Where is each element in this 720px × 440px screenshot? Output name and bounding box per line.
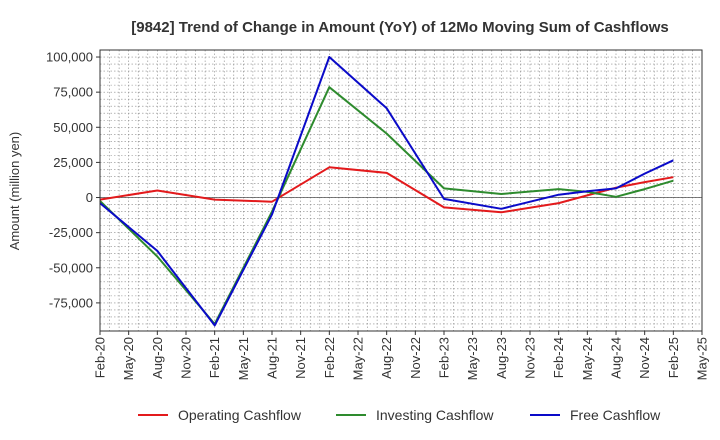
- plot-frame: [99, 49, 703, 332]
- x-tick-label: Aug-20: [150, 337, 165, 379]
- y-tick-label: -75,000: [49, 295, 93, 310]
- legend: Operating Cashflow Investing Cashflow Free…: [138, 407, 661, 423]
- y-tick-label: 25,000: [53, 155, 93, 170]
- x-tick-label: Nov-20: [179, 337, 194, 379]
- x-tick-label: Aug-21: [265, 337, 280, 379]
- x-tick-label: Feb-20: [93, 337, 108, 378]
- investing-cashflow-legend-label: Investing Cashflow: [376, 407, 494, 423]
- x-tick-label: Feb-22: [322, 337, 337, 378]
- x-tick-label: Aug-24: [609, 337, 624, 379]
- x-tick-label: Nov-21: [293, 337, 308, 379]
- x-tick-label: Nov-24: [637, 337, 652, 379]
- x-tick-label: May-24: [580, 337, 595, 380]
- x-tick-label: Feb-21: [207, 337, 222, 378]
- operating-cashflow-legend-label: Operating Cashflow: [178, 407, 302, 423]
- y-axis-label: Amount (million yen): [7, 132, 22, 251]
- free-cashflow-line: [99, 56, 674, 327]
- x-tick-label: Feb-23: [437, 337, 452, 378]
- x-tick-label: May-25: [695, 337, 710, 380]
- x-tick-label: May-20: [121, 337, 136, 380]
- x-tick-label: Feb-25: [666, 337, 681, 378]
- y-tick-label: -50,000: [49, 260, 93, 275]
- y-tick-label: 100,000: [46, 50, 93, 65]
- x-tick-label: Aug-23: [494, 337, 509, 379]
- grid-lines: [99, 49, 703, 332]
- x-tick-label: Aug-22: [379, 337, 394, 379]
- x-tick-label: May-22: [351, 337, 366, 380]
- free-cashflow-legend-label: Free Cashflow: [570, 407, 661, 423]
- axes: 100,000 75,000 50,000 25,000 0 -25,000 -50,000…: [46, 49, 710, 380]
- y-tick-label: -25,000: [49, 225, 93, 240]
- y-tick-label: 50,000: [53, 120, 93, 135]
- chart-title: [9842] Trend of Change in Amount (YoY) o…: [131, 19, 669, 36]
- x-tick-label: May-23: [465, 337, 480, 380]
- y-tick-label: 0: [86, 190, 93, 205]
- x-tick-label: Nov-23: [523, 337, 538, 379]
- y-tick-label: 75,000: [53, 85, 93, 100]
- plot-area: [99, 56, 674, 327]
- x-tick-label: Feb-24: [551, 337, 566, 378]
- x-tick-label: May-21: [236, 337, 251, 380]
- x-tick-label: Nov-22: [408, 337, 423, 379]
